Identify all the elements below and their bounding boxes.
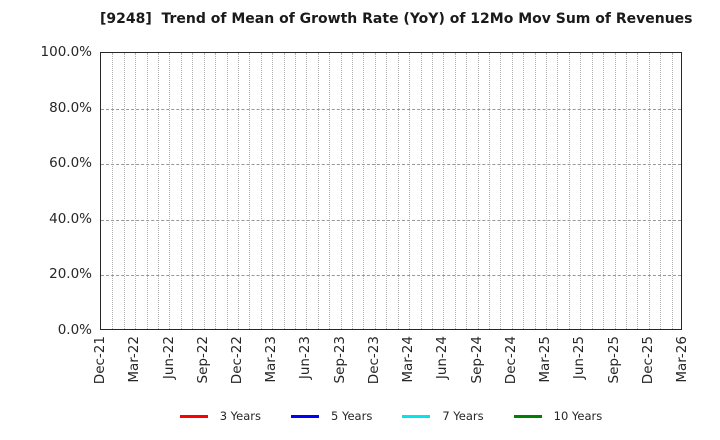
y-tick-label: 100.0% (40, 44, 92, 60)
x-gridline (420, 53, 422, 329)
y-gridline (101, 164, 681, 166)
x-tick-label: Dec-24 (502, 336, 519, 385)
x-gridline (466, 53, 468, 329)
x-gridline (591, 53, 593, 329)
legend-label: 10 Years (553, 409, 603, 423)
x-gridline (409, 53, 411, 329)
x-gridline (431, 53, 433, 329)
x-tick-label: Sep-24 (468, 336, 485, 384)
y-tick-label: 0.0% (57, 322, 92, 338)
x-gridline (614, 53, 616, 329)
x-gridline (568, 53, 570, 329)
legend-label: 3 Years (219, 409, 262, 423)
x-gridline (500, 53, 502, 329)
y-gridline (101, 219, 681, 221)
y-gridline (101, 108, 681, 110)
legend-item-7-years: 7 Years (402, 409, 484, 423)
legend-item-10-years: 10 Years (513, 409, 603, 423)
legend-item-5-years: 5 Years (291, 409, 372, 423)
y-gridline (101, 275, 681, 277)
x-gridline (340, 53, 342, 329)
x-gridline (374, 53, 376, 329)
x-gridline (625, 53, 627, 329)
x-gridline (317, 53, 319, 329)
x-tick-label: Jun-22 (160, 336, 177, 380)
x-gridline (352, 53, 354, 329)
x-gridline (260, 53, 262, 329)
x-tick-label: Dec-25 (639, 336, 656, 385)
x-gridline (454, 53, 456, 329)
x-tick-label: Jun-24 (434, 336, 451, 380)
x-gridline (603, 53, 605, 329)
x-tick-label: Mar-26 (674, 336, 690, 383)
x-gridline (215, 53, 217, 329)
x-tick-label: Mar-22 (126, 336, 143, 383)
x-gridline (180, 53, 182, 329)
x-gridline (237, 53, 239, 329)
x-gridline (306, 53, 308, 329)
x-gridline (477, 53, 479, 329)
legend-line-swatch (513, 414, 542, 418)
x-gridline (557, 53, 559, 329)
x-gridline (329, 53, 331, 329)
legend-label: 7 Years (442, 409, 484, 423)
x-tick-label: Jun-23 (297, 336, 314, 380)
x-gridline (443, 53, 445, 329)
x-tick-label: Sep-23 (331, 336, 348, 384)
x-gridline (295, 53, 296, 329)
x-tick-label: Dec-21 (92, 336, 108, 385)
x-gridline (169, 53, 171, 329)
y-tick-label: 60.0% (49, 155, 92, 172)
x-gridline (489, 53, 490, 329)
x-gridline (226, 53, 228, 329)
y-tick-label: 40.0% (49, 210, 92, 227)
x-tick-label: Dec-23 (365, 336, 382, 385)
x-gridline (123, 53, 125, 329)
y-tick-label: 80.0% (49, 99, 92, 116)
legend-label: 5 Years (331, 409, 373, 423)
x-tick-label: Mar-25 (537, 336, 554, 383)
plot-area (100, 52, 682, 330)
y-tick-label: 20.0% (49, 266, 92, 283)
x-gridline (580, 53, 582, 329)
x-gridline (192, 53, 194, 329)
legend-item-3-years: 3 Years (179, 409, 262, 423)
x-gridline (146, 53, 148, 329)
x-gridline (397, 53, 399, 329)
legend-line-swatch (291, 414, 320, 418)
x-gridline (660, 53, 662, 329)
x-gridline (363, 53, 365, 329)
x-tick-label: Sep-25 (605, 336, 622, 384)
x-gridline (671, 53, 673, 329)
x-gridline (135, 53, 137, 329)
x-gridline (386, 53, 388, 329)
x-gridline (283, 53, 285, 329)
x-tick-label: Mar-24 (400, 336, 417, 383)
x-gridline (648, 53, 650, 329)
x-tick-label: Dec-22 (228, 336, 245, 385)
x-gridline (272, 53, 274, 329)
legend-line-swatch (402, 414, 431, 418)
x-tick-label: Sep-22 (194, 336, 211, 384)
x-gridline (511, 53, 513, 329)
x-gridline (249, 53, 251, 329)
x-gridline (523, 53, 525, 329)
chart-title: [9248] Trend of Mean of Growth Rate (YoY… (100, 11, 693, 27)
x-tick-label: Mar-23 (263, 336, 280, 383)
x-gridline (112, 53, 114, 329)
x-gridline (203, 53, 205, 329)
legend-line-swatch (179, 414, 208, 418)
x-tick-label: Jun-25 (571, 336, 588, 380)
legend: 3 Years 5 Years 7 Years 10 Years (100, 404, 682, 428)
x-gridline (546, 53, 548, 329)
x-gridline (637, 53, 639, 329)
x-gridline (534, 53, 536, 329)
x-gridline (158, 53, 160, 329)
